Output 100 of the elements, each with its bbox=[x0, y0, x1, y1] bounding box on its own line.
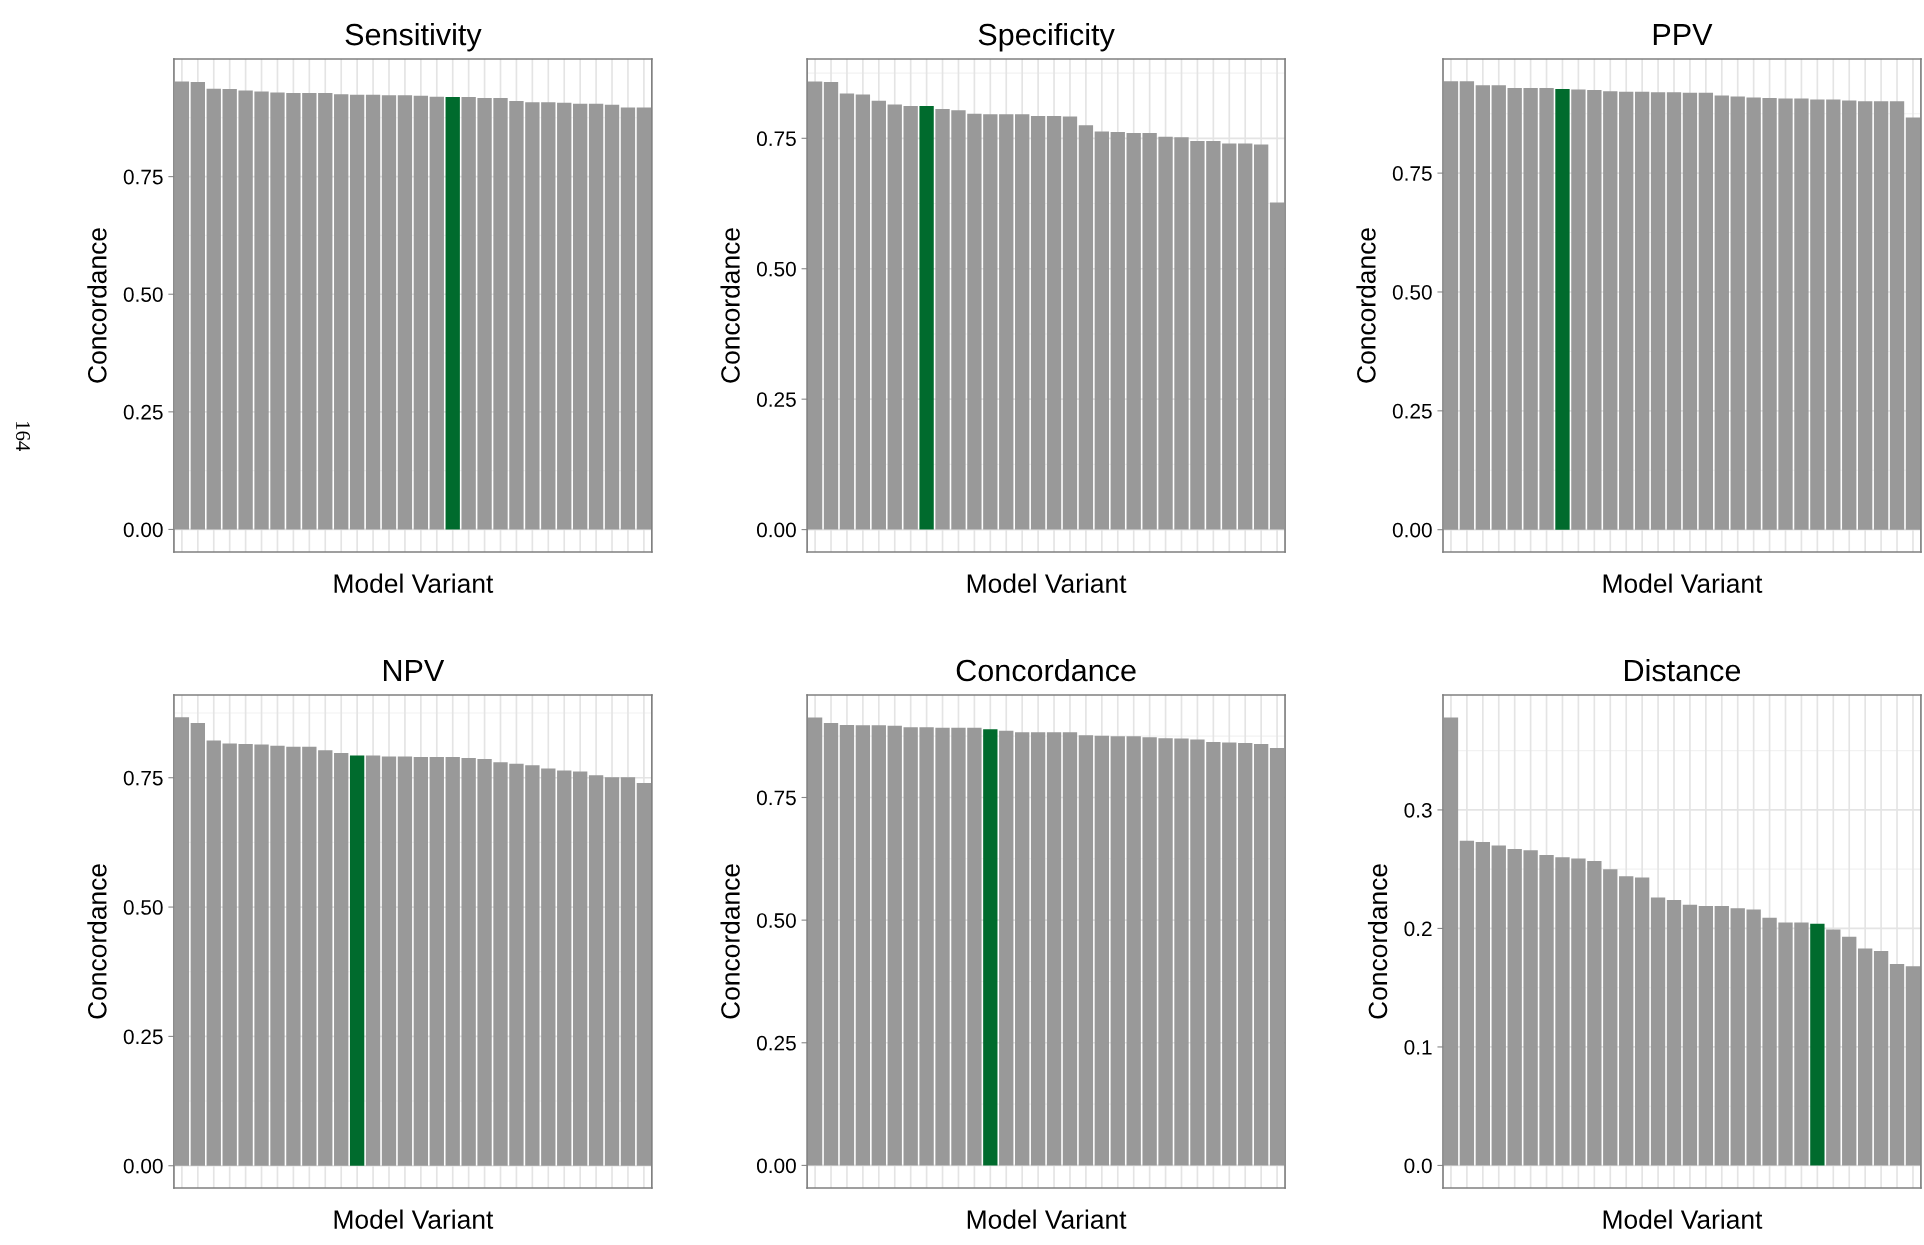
bar bbox=[1094, 131, 1110, 530]
y-tick-label: 0.75 bbox=[756, 790, 796, 806]
bar bbox=[588, 103, 604, 530]
bar bbox=[349, 755, 365, 1166]
y-tick-label: 0.00 bbox=[123, 1158, 163, 1174]
chart-title: Sensitivity bbox=[345, 22, 482, 52]
chart-title: Distance bbox=[1625, 658, 1741, 682]
bar bbox=[604, 777, 620, 1166]
bar bbox=[1015, 114, 1030, 530]
bar bbox=[919, 105, 934, 530]
y-tick-label: 0.25 bbox=[756, 392, 796, 407]
bar bbox=[1491, 85, 1506, 530]
bar bbox=[604, 104, 620, 530]
bar bbox=[429, 757, 444, 1166]
bar bbox=[174, 717, 190, 1166]
bar bbox=[1858, 101, 1873, 530]
bar bbox=[1714, 95, 1729, 530]
bar bbox=[206, 740, 221, 1166]
bar bbox=[1842, 936, 1857, 1166]
bar bbox=[1905, 117, 1921, 530]
bar bbox=[1555, 88, 1570, 530]
y-axis-title: Concordance bbox=[1367, 864, 1388, 1019]
bar bbox=[1682, 92, 1698, 530]
bar bbox=[381, 95, 397, 530]
bar bbox=[1650, 92, 1666, 530]
bar bbox=[1714, 905, 1729, 1166]
y-tick-label: 0.75 bbox=[123, 770, 163, 786]
bar bbox=[413, 95, 429, 530]
bar bbox=[397, 95, 413, 530]
bar bbox=[557, 102, 572, 530]
bar bbox=[823, 81, 839, 530]
bar bbox=[636, 107, 652, 530]
bar bbox=[174, 81, 190, 530]
bar bbox=[1110, 132, 1125, 530]
bar bbox=[1459, 81, 1475, 530]
chart-title: Specificity bbox=[978, 22, 1115, 52]
bar bbox=[807, 81, 823, 530]
bar bbox=[1443, 717, 1459, 1166]
bar bbox=[1619, 91, 1634, 530]
y-tick-label: 0.75 bbox=[123, 169, 163, 185]
bar bbox=[397, 756, 413, 1166]
y-axis-title: Concordance bbox=[87, 864, 107, 1019]
y-tick-label: 0.50 bbox=[756, 261, 796, 277]
bar bbox=[1475, 841, 1490, 1166]
y-tick-label: 0.50 bbox=[123, 900, 163, 915]
bar bbox=[1238, 143, 1253, 530]
bar bbox=[1078, 125, 1094, 530]
bar bbox=[1491, 845, 1506, 1166]
bar bbox=[1889, 963, 1905, 1166]
bar bbox=[999, 114, 1014, 530]
bar bbox=[620, 107, 636, 530]
bar bbox=[365, 94, 381, 530]
bar bbox=[588, 775, 604, 1166]
y-tick-label: 0.0 bbox=[1404, 1158, 1432, 1174]
bar bbox=[572, 103, 588, 530]
x-axis-title: Model Variant bbox=[334, 573, 494, 593]
bar bbox=[349, 94, 365, 530]
bar bbox=[1030, 115, 1046, 530]
bar bbox=[1873, 101, 1889, 530]
bar bbox=[334, 752, 349, 1166]
bar bbox=[1698, 92, 1714, 530]
bar bbox=[1634, 877, 1650, 1166]
y-tick-label: 0.75 bbox=[1392, 166, 1432, 181]
bar bbox=[1873, 950, 1889, 1166]
y-tick-label: 0.00 bbox=[123, 522, 163, 538]
y-tick-label: 0.00 bbox=[1392, 522, 1432, 538]
bar bbox=[1046, 115, 1062, 530]
y-tick-label: 0.50 bbox=[756, 913, 796, 928]
y-axis-title: Concordance bbox=[720, 228, 740, 383]
bar bbox=[1698, 905, 1714, 1166]
bar bbox=[334, 94, 349, 530]
bar bbox=[1619, 876, 1634, 1166]
bar bbox=[1826, 929, 1841, 1166]
bar bbox=[1475, 85, 1490, 530]
bar bbox=[1905, 966, 1921, 1166]
bar bbox=[1650, 897, 1666, 1166]
bar bbox=[871, 100, 886, 530]
y-tick-label: 0.75 bbox=[756, 131, 796, 147]
bar bbox=[206, 88, 221, 530]
bar bbox=[636, 782, 652, 1166]
x-axis-title: Model Variant bbox=[967, 1209, 1127, 1229]
bar bbox=[1842, 100, 1857, 530]
chart-title: PPV bbox=[1653, 24, 1713, 46]
x-axis-title: Model Variant bbox=[967, 573, 1127, 593]
bar bbox=[1666, 92, 1682, 530]
y-tick-label: 0.25 bbox=[1392, 403, 1432, 419]
bar bbox=[1062, 116, 1078, 530]
bar bbox=[1810, 923, 1825, 1166]
bar bbox=[1889, 101, 1905, 530]
y-tick-label: 0.25 bbox=[123, 1029, 163, 1045]
y-tick-label: 0.25 bbox=[756, 1035, 796, 1051]
bar bbox=[365, 755, 381, 1166]
bar bbox=[413, 757, 429, 1166]
bar bbox=[572, 771, 588, 1166]
y-tick-label: 0.00 bbox=[756, 522, 796, 538]
bar bbox=[557, 770, 572, 1166]
bar bbox=[429, 96, 444, 530]
y-axis-title: Concordance bbox=[720, 864, 740, 1019]
x-axis-title: Model Variant bbox=[1603, 1209, 1763, 1229]
bar bbox=[1858, 948, 1873, 1166]
